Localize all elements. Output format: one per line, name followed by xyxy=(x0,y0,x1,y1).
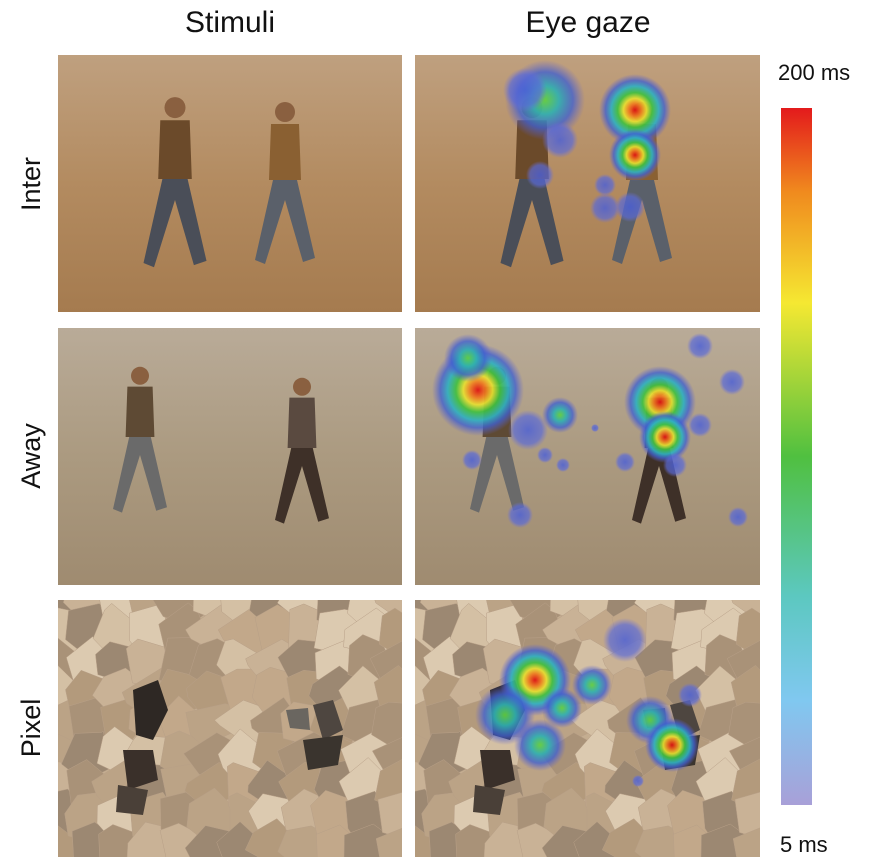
gaze-heat xyxy=(632,775,644,787)
row-label: Away xyxy=(16,423,46,489)
column-header: Eye gaze xyxy=(525,6,650,39)
panels xyxy=(29,55,784,861)
torso xyxy=(288,398,317,448)
row-label: Inter xyxy=(16,157,46,211)
gaze-heat xyxy=(615,192,645,222)
figure: Stimuli Eye gaze Inter Away Pixel 200 ms… xyxy=(0,0,883,861)
gaze-heat xyxy=(728,507,748,527)
head xyxy=(131,367,149,385)
gaze-heat xyxy=(444,334,492,382)
column-header: Stimuli xyxy=(185,6,275,39)
photo xyxy=(58,328,402,585)
torso xyxy=(269,124,301,180)
gaze-heat xyxy=(688,413,712,437)
mosaic-dark xyxy=(303,735,343,770)
head xyxy=(275,102,295,122)
gaze-heat xyxy=(507,502,533,528)
gaze-heat xyxy=(603,618,647,662)
gaze-heat xyxy=(542,122,578,158)
gaze-heat xyxy=(609,129,661,181)
gaze-heat xyxy=(594,174,616,196)
head xyxy=(293,378,311,396)
head xyxy=(165,97,186,118)
row-label: Pixel xyxy=(16,699,46,758)
torso xyxy=(158,120,192,179)
gaze-heat xyxy=(591,424,599,432)
torso xyxy=(126,387,155,437)
gaze-heat xyxy=(639,411,691,463)
colorbar-min-label: 5 ms xyxy=(780,832,828,857)
colorbar-max-label: 200 ms xyxy=(778,60,850,85)
photo xyxy=(58,55,402,312)
mosaic xyxy=(29,571,427,861)
gaze-heat xyxy=(687,333,713,359)
photo xyxy=(415,55,760,312)
gaze-heat xyxy=(678,683,702,707)
gaze-heat xyxy=(508,410,548,450)
gaze-heat xyxy=(719,369,745,395)
gaze-heat xyxy=(503,68,547,112)
mosaic xyxy=(386,571,784,861)
gaze-heat xyxy=(645,718,699,772)
gaze-heat xyxy=(663,453,687,477)
mosaic-dark xyxy=(116,785,148,815)
gaze-heat xyxy=(615,452,635,472)
gaze-heat xyxy=(526,161,554,189)
gaze-heat xyxy=(556,458,570,472)
colorbar xyxy=(781,108,812,805)
mosaic-dark xyxy=(473,785,505,815)
gaze-heat xyxy=(462,450,482,470)
gaze-heat xyxy=(537,447,553,463)
gaze-heat xyxy=(542,688,582,728)
